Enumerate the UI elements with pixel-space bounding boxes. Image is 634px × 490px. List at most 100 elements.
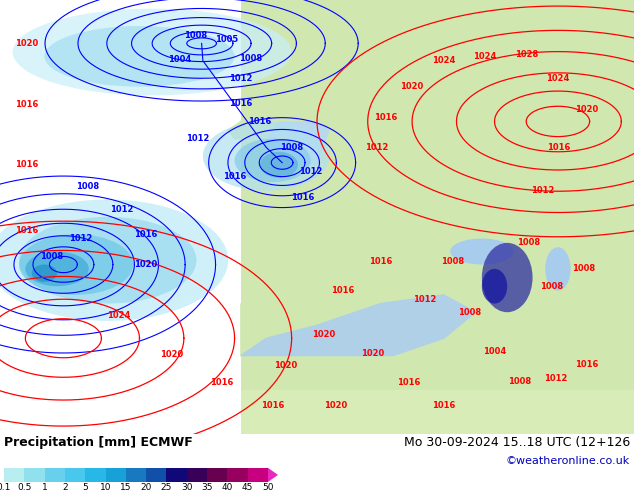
Text: 1016: 1016 (15, 160, 38, 169)
Text: 1016: 1016 (15, 99, 38, 109)
Text: 1004: 1004 (483, 347, 506, 356)
Ellipse shape (19, 234, 133, 295)
Ellipse shape (19, 217, 197, 303)
Text: 1008: 1008 (441, 257, 464, 266)
Text: 1008: 1008 (76, 182, 99, 191)
Text: 0.5: 0.5 (17, 483, 32, 490)
Ellipse shape (482, 243, 533, 312)
Ellipse shape (260, 152, 298, 178)
Text: 1012: 1012 (299, 167, 322, 176)
Ellipse shape (32, 265, 57, 282)
Bar (126, 468, 146, 482)
Text: 1008: 1008 (240, 53, 262, 63)
Text: 1008: 1008 (508, 377, 531, 386)
Text: 1016: 1016 (230, 98, 252, 108)
Text: 25: 25 (161, 483, 172, 490)
Text: 45: 45 (242, 483, 254, 490)
Text: 1008: 1008 (572, 265, 595, 273)
Text: 1016: 1016 (369, 257, 392, 266)
Text: 1012: 1012 (531, 186, 554, 196)
Text: 1012: 1012 (365, 143, 388, 152)
Text: 1004: 1004 (168, 55, 191, 64)
Text: 1008: 1008 (540, 282, 563, 291)
Text: 1020: 1020 (401, 82, 424, 91)
Bar (228, 468, 248, 482)
Polygon shape (241, 0, 634, 434)
Text: 1016: 1016 (397, 378, 420, 387)
Ellipse shape (13, 9, 292, 96)
Text: 40: 40 (222, 483, 233, 490)
Text: 1016: 1016 (15, 226, 38, 235)
Text: 1016: 1016 (548, 143, 571, 152)
Text: 1016: 1016 (223, 172, 246, 180)
Bar (4, 468, 24, 482)
Text: 1012: 1012 (70, 234, 93, 243)
Text: 1020: 1020 (274, 361, 297, 369)
Text: 2: 2 (62, 483, 68, 490)
Text: ©weatheronline.co.uk: ©weatheronline.co.uk (506, 456, 630, 466)
Text: 1012: 1012 (413, 294, 436, 304)
Text: 1008: 1008 (41, 252, 63, 261)
Text: 1028: 1028 (515, 50, 538, 59)
Text: Precipitation [mm] ECMWF: Precipitation [mm] ECMWF (4, 436, 193, 449)
Text: 1005: 1005 (216, 35, 238, 45)
Bar (65, 468, 85, 482)
Text: 1008: 1008 (458, 308, 481, 317)
Text: 10: 10 (100, 483, 112, 490)
Text: 1020: 1020 (312, 330, 335, 339)
Bar (241, 390, 634, 434)
Text: 1012: 1012 (110, 205, 133, 215)
Bar (44, 468, 65, 482)
Text: 1016: 1016 (331, 286, 354, 295)
Polygon shape (266, 122, 330, 165)
Text: 1016: 1016 (374, 113, 397, 122)
Polygon shape (241, 304, 304, 390)
Polygon shape (268, 468, 278, 482)
Text: 5: 5 (82, 483, 88, 490)
Text: 30: 30 (181, 483, 193, 490)
Ellipse shape (203, 122, 330, 191)
Text: 1016: 1016 (576, 360, 598, 369)
Ellipse shape (545, 247, 571, 291)
Text: 35: 35 (202, 483, 213, 490)
Ellipse shape (235, 139, 311, 182)
Bar (167, 468, 187, 482)
Text: 0.1: 0.1 (0, 483, 11, 490)
Text: 1016: 1016 (432, 401, 455, 410)
Bar (105, 468, 126, 482)
Text: 1016: 1016 (261, 401, 284, 410)
Text: 1012: 1012 (186, 134, 209, 143)
Bar (24, 468, 44, 482)
Text: 1020: 1020 (576, 105, 598, 114)
Polygon shape (241, 295, 476, 356)
Text: 1024: 1024 (473, 52, 496, 61)
Text: 1024: 1024 (547, 74, 569, 83)
Text: 1016: 1016 (210, 378, 233, 387)
Polygon shape (228, 96, 279, 139)
Ellipse shape (25, 251, 89, 286)
Text: 1016: 1016 (134, 230, 157, 239)
Text: Mo 30-09-2024 15..18 UTC (12+126: Mo 30-09-2024 15..18 UTC (12+126 (404, 436, 630, 449)
Text: 1020: 1020 (15, 39, 38, 48)
Bar (207, 468, 228, 482)
Bar (248, 468, 268, 482)
Bar (187, 468, 207, 482)
Text: 20: 20 (141, 483, 152, 490)
Text: 50: 50 (262, 483, 274, 490)
Text: 1012: 1012 (230, 74, 252, 83)
Text: 1008: 1008 (280, 143, 303, 152)
Ellipse shape (0, 199, 228, 321)
Text: 1016: 1016 (292, 193, 314, 202)
Text: 1020: 1020 (160, 350, 183, 359)
Text: 1024: 1024 (108, 311, 131, 320)
Text: 15: 15 (120, 483, 132, 490)
Text: 1024: 1024 (432, 56, 455, 65)
Polygon shape (317, 0, 393, 130)
Text: 1008: 1008 (517, 238, 540, 247)
Ellipse shape (450, 239, 514, 265)
Bar (146, 468, 167, 482)
Text: 1020: 1020 (361, 349, 384, 358)
Text: 1: 1 (42, 483, 48, 490)
Text: 1008: 1008 (184, 31, 207, 40)
Ellipse shape (44, 26, 235, 87)
